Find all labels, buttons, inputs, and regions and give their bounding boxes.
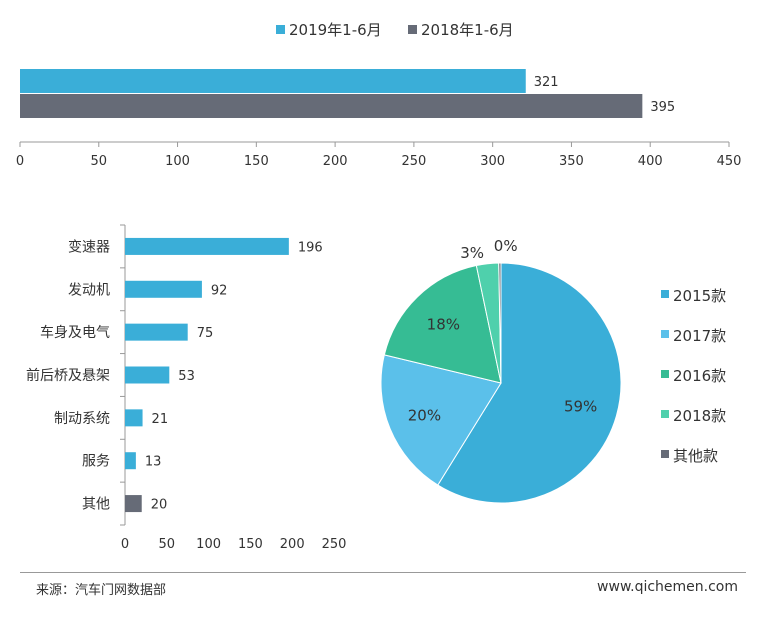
bar-4 <box>125 409 143 427</box>
bar-value-label-4: 21 <box>152 412 169 427</box>
x-tick-label-1: 50 <box>91 154 108 169</box>
legend-swatch-4 <box>661 450 669 458</box>
bar-1 <box>20 94 643 118</box>
category-label-0: 变速器 <box>68 239 110 255</box>
pie-label-2: 18% <box>427 316 460 334</box>
x-tick-label-3: 150 <box>238 537 263 552</box>
bar-0 <box>20 69 526 93</box>
x-tick-label-5: 250 <box>322 537 347 552</box>
legend-label-2: 2016款 <box>673 367 726 385</box>
bar-value-label-1: 395 <box>650 100 675 115</box>
bar-value-label-3: 53 <box>178 369 195 384</box>
bar-5 <box>125 452 136 470</box>
x-tick-label-6: 300 <box>480 154 505 169</box>
bar-value-label-1: 92 <box>211 283 228 298</box>
x-tick-label-4: 200 <box>280 537 305 552</box>
footer: 来源：汽车门网数据部 www.qichemen.com <box>20 572 746 598</box>
x-tick-label-3: 150 <box>244 154 269 169</box>
legend-label-1: 2017款 <box>673 327 726 345</box>
legend-swatch-2 <box>661 370 669 378</box>
category-label-2: 车身及电气 <box>40 324 110 341</box>
website-link[interactable]: www.qichemen.com <box>597 579 738 595</box>
pie-slice-2 <box>383 264 502 384</box>
x-tick-label-8: 400 <box>638 154 663 169</box>
legend-swatch-3 <box>661 410 669 418</box>
pie-label-0: 59% <box>564 398 597 416</box>
x-tick-label-0: 0 <box>121 537 129 552</box>
bar-value-label-5: 13 <box>145 455 162 470</box>
x-tick-label-0: 0 <box>16 154 24 169</box>
legend-label-0: 2015款 <box>673 287 726 305</box>
bar-value-label-0: 321 <box>534 75 559 90</box>
x-tick-label-9: 450 <box>717 154 742 169</box>
x-tick-label-2: 100 <box>165 154 190 169</box>
legend-swatch-1 <box>661 330 669 338</box>
bar-value-label-2: 75 <box>197 326 214 341</box>
legend-label-0: 2019年1-6月 <box>289 21 382 39</box>
legend-swatch-1 <box>408 25 417 34</box>
pie-label-1: 20% <box>408 406 441 424</box>
source-note: 来源：汽车门网数据部 <box>36 583 167 598</box>
bar-6 <box>125 495 142 513</box>
pie-slice-1 <box>380 354 502 486</box>
category-label-3: 前后桥及悬架 <box>26 367 110 384</box>
category-label-1: 发动机 <box>68 282 110 298</box>
x-tick-label-2: 100 <box>196 537 221 552</box>
bar-0 <box>125 237 289 255</box>
bar-value-label-0: 196 <box>298 240 323 255</box>
pie-slice-0 <box>437 262 622 504</box>
legend-label-3: 2018款 <box>673 407 726 425</box>
legend-swatch-0 <box>276 25 285 34</box>
bar-value-label-6: 20 <box>151 498 168 513</box>
legend-label-1: 2018年1-6月 <box>421 21 514 39</box>
top-bar-chart: 2019年1-6月 2018年1-6月 321 395 0 50 100 150 200 250 3… <box>16 21 742 169</box>
legend-swatch-0 <box>661 290 669 298</box>
category-label-6: 其他 <box>82 497 110 513</box>
pie-slice-4 <box>498 262 502 384</box>
x-tick-label-5: 250 <box>401 154 426 169</box>
bar-1 <box>125 280 202 298</box>
bar-3 <box>125 366 170 384</box>
category-label-5: 服务 <box>82 454 110 470</box>
category-bar-chart: 变速器 196 发动机 92 车身及电气 75 前后桥及悬架 53 制动系统 21 服务 13 其他 20… <box>26 224 347 552</box>
legend-label-4: 其他款 <box>673 447 718 465</box>
category-label-4: 制动系统 <box>54 411 110 427</box>
pie-label-4: 0% <box>494 237 518 255</box>
x-tick-label-1: 50 <box>159 537 176 552</box>
pie-label-3: 3% <box>460 244 484 262</box>
bar-2 <box>125 323 188 341</box>
x-tick-label-7: 350 <box>559 154 584 169</box>
x-tick-label-4: 200 <box>323 154 348 169</box>
